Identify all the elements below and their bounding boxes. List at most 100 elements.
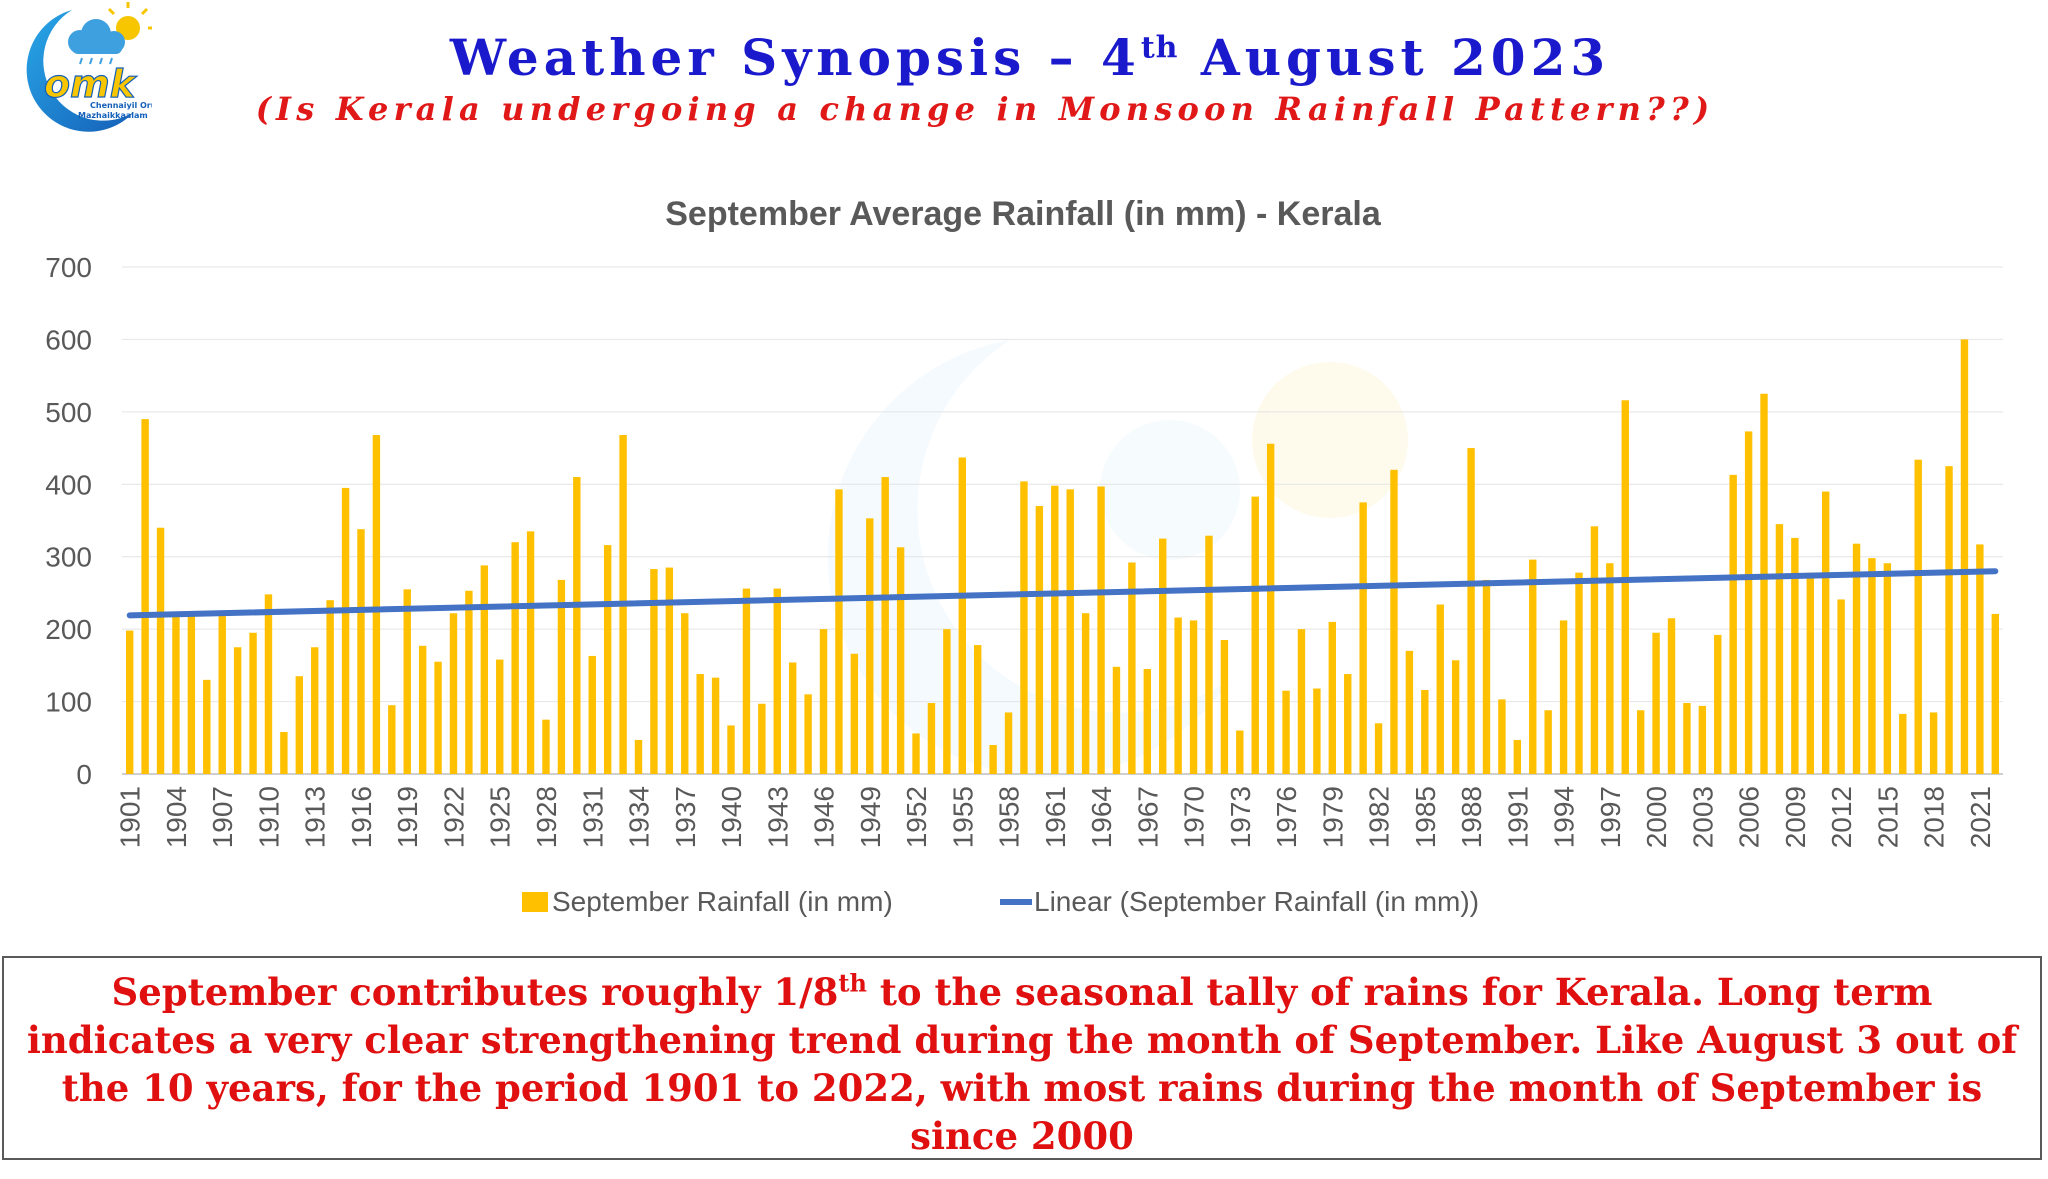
bar-1921 — [434, 661, 442, 774]
gridlines — [122, 266, 2003, 775]
x-tick-label: 1937 — [670, 786, 701, 848]
bar-1972 — [1220, 640, 1229, 774]
x-tick-label: 1949 — [855, 786, 886, 848]
bar-1931 — [588, 655, 596, 774]
bar-1959 — [1020, 481, 1028, 774]
bar-1982 — [1374, 723, 1383, 774]
bar-2018 — [1929, 712, 1938, 774]
x-tick-label: 2009 — [1780, 786, 1811, 848]
bar-1987 — [1451, 660, 1460, 774]
x-tick-label: 1931 — [577, 786, 608, 848]
chart-legend: September Rainfall (in mm) Linear (Septe… — [522, 886, 1479, 917]
page-title-superscript: th — [1140, 30, 1179, 66]
x-tick-label: 1922 — [438, 786, 469, 848]
bar-1955 — [958, 457, 966, 774]
x-tick-label: 1982 — [1364, 786, 1395, 848]
page-subtitle: (Is Kerala undergoing a change in Monsoo… — [255, 90, 1715, 128]
bar-1977 — [1297, 629, 1306, 774]
bar-1917 — [372, 435, 381, 774]
bar-1944 — [788, 662, 797, 774]
bar-1956 — [974, 645, 982, 774]
y-tick-label: 300 — [45, 542, 92, 573]
x-tick-label: 1967 — [1132, 786, 1163, 848]
y-tick-label: 0 — [76, 759, 92, 790]
x-tick-label: 1979 — [1317, 786, 1348, 848]
bar-1907 — [218, 614, 226, 774]
x-tick-label: 1973 — [1225, 786, 1256, 848]
bar-1961 — [1051, 485, 1059, 774]
bar-1978 — [1313, 688, 1321, 774]
bar-1903 — [156, 527, 165, 774]
bar-1908 — [233, 647, 242, 774]
bar-2013 — [1852, 543, 1861, 774]
bar-1929 — [557, 579, 566, 774]
bar-2017 — [1914, 459, 1922, 774]
x-tick-label: 1946 — [809, 786, 840, 848]
bar-2016 — [1899, 713, 1907, 774]
x-axis-tick-labels: 1901 1904 1907 1910 1913 1916 1919 1922 1925 1928… — [115, 786, 1996, 848]
bar-1983 — [1390, 469, 1398, 774]
bar-1912 — [295, 676, 304, 774]
y-tick-label: 100 — [45, 687, 92, 718]
bar-1993 — [1544, 710, 1552, 774]
bar-1941 — [742, 588, 751, 774]
y-axis-tick-labels: 0 100 200 300 400 500 600 700 — [45, 252, 92, 790]
legend-bar-swatch — [522, 892, 548, 912]
y-tick-label: 500 — [45, 397, 92, 428]
bar-2005 — [1729, 474, 1737, 774]
bar-1968 — [1159, 538, 1167, 774]
bar-1991 — [1513, 739, 1522, 774]
bar-1989 — [1482, 579, 1491, 774]
bar-2020 — [1960, 339, 1969, 774]
bar-1945 — [804, 694, 812, 774]
bar-1940 — [727, 725, 735, 774]
bar-1966 — [1128, 562, 1136, 774]
x-tick-label: 2000 — [1641, 786, 1672, 848]
bar-1947 — [835, 489, 843, 774]
cloud-icon — [68, 19, 125, 54]
trend-line — [126, 568, 1999, 619]
x-tick-label: 1940 — [716, 786, 747, 848]
bar-2008 — [1775, 524, 1784, 774]
bar-2010 — [1806, 572, 1814, 774]
bar-1998 — [1621, 400, 1629, 774]
bar-1928 — [542, 719, 550, 774]
bar-1926 — [511, 542, 519, 774]
crescent-moon-icon — [26, 10, 134, 132]
x-tick-label: 1997 — [1595, 786, 1626, 848]
bar-1906 — [203, 679, 211, 774]
bar-1950 — [881, 477, 889, 774]
bar-1913 — [311, 647, 319, 774]
bar-1969 — [1174, 617, 1182, 774]
bar-2006 — [1744, 431, 1753, 774]
x-tick-label: 1943 — [762, 786, 793, 848]
bar-1914 — [326, 600, 334, 774]
watermark — [827, 340, 1408, 777]
bar-1951 — [896, 547, 905, 774]
note-box: September contributes roughly 1/8th to t… — [2, 956, 2042, 1160]
bar-1957 — [989, 745, 997, 774]
bar-1976 — [1282, 690, 1290, 774]
x-tick-label: 1919 — [392, 786, 423, 848]
x-tick-label: 1988 — [1456, 786, 1487, 848]
bar-1948 — [850, 653, 859, 774]
bar-1910 — [264, 594, 273, 774]
bar-1920 — [418, 645, 427, 774]
x-tick-label: 1976 — [1271, 786, 1302, 848]
legend-bar-label: September Rainfall (in mm) — [552, 886, 893, 917]
bar-2015 — [1883, 563, 1892, 774]
bar-1953 — [927, 703, 936, 774]
sun-icon — [107, 2, 152, 40]
bar-1996 — [1590, 526, 1599, 774]
x-tick-label: 2003 — [1687, 786, 1718, 848]
bar-1927 — [526, 531, 535, 774]
bar-1916 — [357, 529, 365, 774]
bar-1985 — [1421, 689, 1429, 774]
bar-1994 — [1559, 620, 1568, 774]
x-tick-label: 2018 — [1919, 786, 1950, 848]
bar-1988 — [1467, 448, 1475, 774]
x-tick-label: 1991 — [1502, 786, 1533, 848]
bar-1946 — [819, 629, 828, 774]
x-tick-label: 1934 — [624, 786, 655, 848]
